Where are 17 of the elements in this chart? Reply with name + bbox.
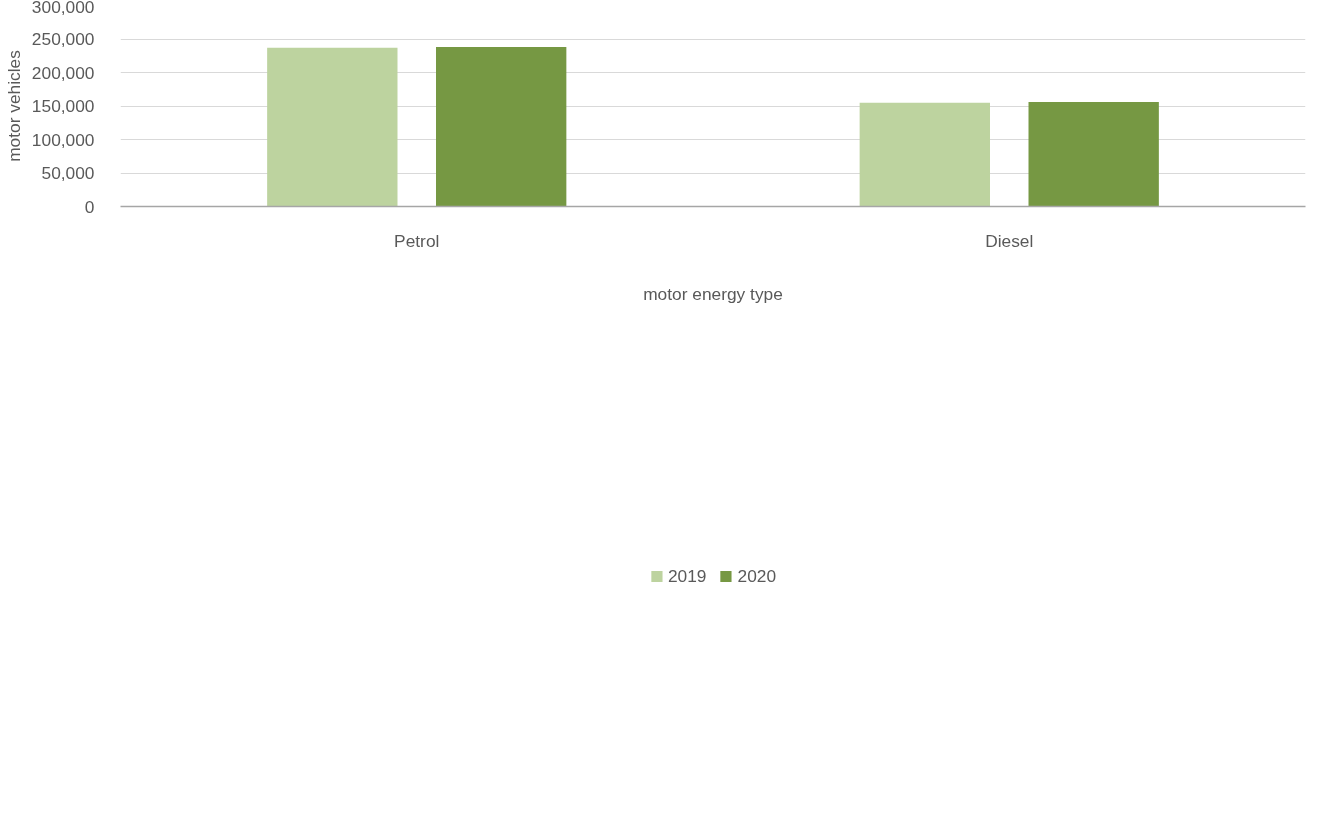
bar: [436, 47, 567, 207]
bar: [267, 47, 398, 207]
legend-label: 2020: [737, 565, 777, 587]
y-tick-label: 0: [84, 196, 95, 217]
x-tick-label: Diesel: [985, 230, 1034, 251]
y-tick-label: 250,000: [31, 29, 95, 49]
y-tick-label: 50,000: [41, 163, 95, 183]
y-tick-label: 150,000: [31, 96, 95, 116]
y-tick-label: 300,000: [31, 0, 95, 17]
y-tick-label: 100,000: [31, 129, 95, 150]
legend-label: 2019: [667, 565, 707, 587]
x-tick-label: Petrol: [394, 230, 440, 251]
x-axis-title: motor energy type: [643, 283, 783, 304]
y-tick-label: 200,000: [31, 62, 95, 83]
bar: [859, 102, 990, 207]
y-axis-title: motor vehicles: [3, 49, 24, 162]
bar: [1028, 101, 1159, 207]
